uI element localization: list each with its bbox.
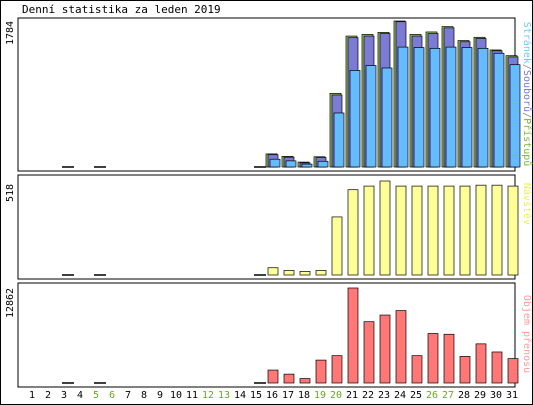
x-tick-label-day-30: 30 — [490, 390, 502, 401]
volume-bar-day-16 — [267, 369, 279, 384]
x-tick-label-day-9: 9 — [157, 390, 163, 401]
visits-bar-day-24 — [395, 185, 407, 276]
volume-bar-day-30 — [491, 351, 503, 384]
x-tick-label-day-10: 10 — [170, 390, 182, 401]
pages-bar-day-31 — [509, 64, 521, 168]
pages-bar-day-30 — [493, 52, 505, 168]
x-tick-label-day-24: 24 — [394, 390, 406, 401]
x-tick-label-day-1: 1 — [29, 390, 35, 401]
pages-bar-day-21 — [349, 70, 361, 168]
x-tick-label-day-19: 19 — [314, 390, 326, 401]
panel-volume-box — [17, 282, 516, 388]
volume-bar-day-29 — [475, 343, 487, 384]
pages-bar-day-18 — [301, 163, 313, 168]
panel-visits-box — [17, 174, 516, 280]
visits-bar-day-20 — [331, 216, 343, 276]
chart-title: Denní statistika za leden 2019 — [22, 3, 221, 16]
volume-bar-day-17 — [283, 373, 295, 384]
panel-visits-legend: Návštěv — [521, 183, 533, 225]
volume-bar-day-26 — [427, 333, 439, 384]
volume-bar-day-31 — [507, 358, 519, 384]
x-tick-label-day-2: 2 — [45, 390, 51, 401]
pages-bar-day-29 — [477, 47, 489, 168]
x-tick-label-day-8: 8 — [141, 390, 147, 401]
x-tick-label-day-12: 12 — [202, 390, 214, 401]
visits-bar-day-21 — [347, 189, 359, 276]
x-tick-label-day-28: 28 — [458, 390, 470, 401]
volume-bar-day-27 — [443, 333, 455, 384]
visits-bar-day-30 — [491, 184, 503, 276]
panel-volume-legend: Objem přenosu — [521, 295, 533, 373]
visits-bar-day-18 — [299, 271, 311, 276]
pages-bar-day-26 — [429, 47, 441, 168]
volume-bar-day-22 — [363, 321, 375, 384]
visits-bar-day-28 — [459, 185, 471, 276]
volume-bar-day-24 — [395, 310, 407, 384]
visits-bar-day-25 — [411, 185, 423, 276]
x-tick-label-day-6: 6 — [109, 390, 115, 401]
x-tick-label-day-3: 3 — [61, 390, 67, 401]
pages-bar-day-20 — [333, 112, 345, 168]
visits-bar-day-16 — [267, 267, 279, 276]
legend-separator-1: / — [521, 64, 532, 70]
volume-bar-day-23 — [379, 314, 391, 384]
volume-bar-day-28 — [459, 356, 471, 384]
x-tick-label-day-4: 4 — [77, 390, 83, 401]
x-tick-label-day-27: 27 — [442, 390, 454, 401]
pages-bar-day-23 — [381, 67, 393, 168]
panel-hits-box — [17, 17, 516, 172]
pages-bar-day-17 — [285, 160, 297, 168]
legend-hits-label: Přístupů — [521, 118, 533, 166]
legend-pages-label: Stránek — [521, 22, 533, 64]
x-tick-label-day-20: 20 — [330, 390, 342, 401]
panel-hits-legend: Stránek/Souborů/Přístupů — [521, 22, 533, 167]
x-tick-label-day-15: 15 — [250, 390, 262, 401]
pages-bar-day-22 — [365, 65, 377, 168]
x-tick-label-day-23: 23 — [378, 390, 390, 401]
visits-bar-day-17 — [283, 270, 295, 276]
x-tick-label-day-18: 18 — [298, 390, 310, 401]
panel-visits-ymax-label: 518 — [5, 184, 16, 202]
x-axis-labels: 1 2 3 4 5 6 7 8 9 10 11 12 13 14 15 16 17 18 19 20 21 22 23 24 2… — [29, 390, 518, 401]
pages-bar-day-24 — [397, 46, 409, 168]
x-tick-label-day-14: 14 — [234, 390, 246, 401]
pages-bar-day-27 — [445, 46, 457, 168]
x-tick-label-day-13: 13 — [218, 390, 230, 401]
visits-bar-day-22 — [363, 185, 375, 276]
pages-bar-day-28 — [461, 47, 473, 168]
legend-files-label: Souborů — [521, 70, 533, 112]
x-tick-label-day-7: 7 — [125, 390, 131, 401]
panel-volume-ymax-label: 12862 — [5, 288, 16, 318]
x-tick-label-day-26: 26 — [426, 390, 438, 401]
x-tick-label-day-16: 16 — [266, 390, 278, 401]
visits-bar-day-23 — [379, 180, 391, 276]
panel-hits-ymax-label: 1784 — [5, 21, 16, 45]
visits-bar-day-31 — [507, 185, 519, 276]
visits-bar-day-27 — [443, 185, 455, 276]
x-tick-label-day-22: 22 — [362, 390, 374, 401]
x-tick-label-day-11: 11 — [186, 390, 198, 401]
visits-bar-day-19 — [315, 270, 327, 276]
visits-bar-day-26 — [427, 185, 439, 276]
x-tick-label-day-25: 25 — [410, 390, 422, 401]
volume-bar-day-18 — [299, 378, 311, 384]
chart-bars — [62, 20, 521, 384]
x-tick-label-day-5: 5 — [93, 390, 99, 401]
x-tick-label-day-29: 29 — [474, 390, 486, 401]
volume-bar-day-20 — [331, 355, 343, 384]
volume-bar-day-25 — [411, 355, 423, 384]
x-tick-label-day-21: 21 — [346, 390, 358, 401]
volume-bar-day-21 — [347, 287, 359, 384]
legend-separator-2: / — [521, 112, 532, 118]
x-tick-label-day-31: 31 — [506, 390, 518, 401]
pages-bar-day-19 — [317, 160, 329, 168]
pages-bar-day-25 — [413, 47, 425, 168]
visits-bar-day-29 — [475, 184, 487, 276]
pages-bar-day-16 — [269, 158, 281, 168]
volume-bar-day-19 — [315, 359, 327, 384]
x-tick-label-day-17: 17 — [282, 390, 294, 401]
